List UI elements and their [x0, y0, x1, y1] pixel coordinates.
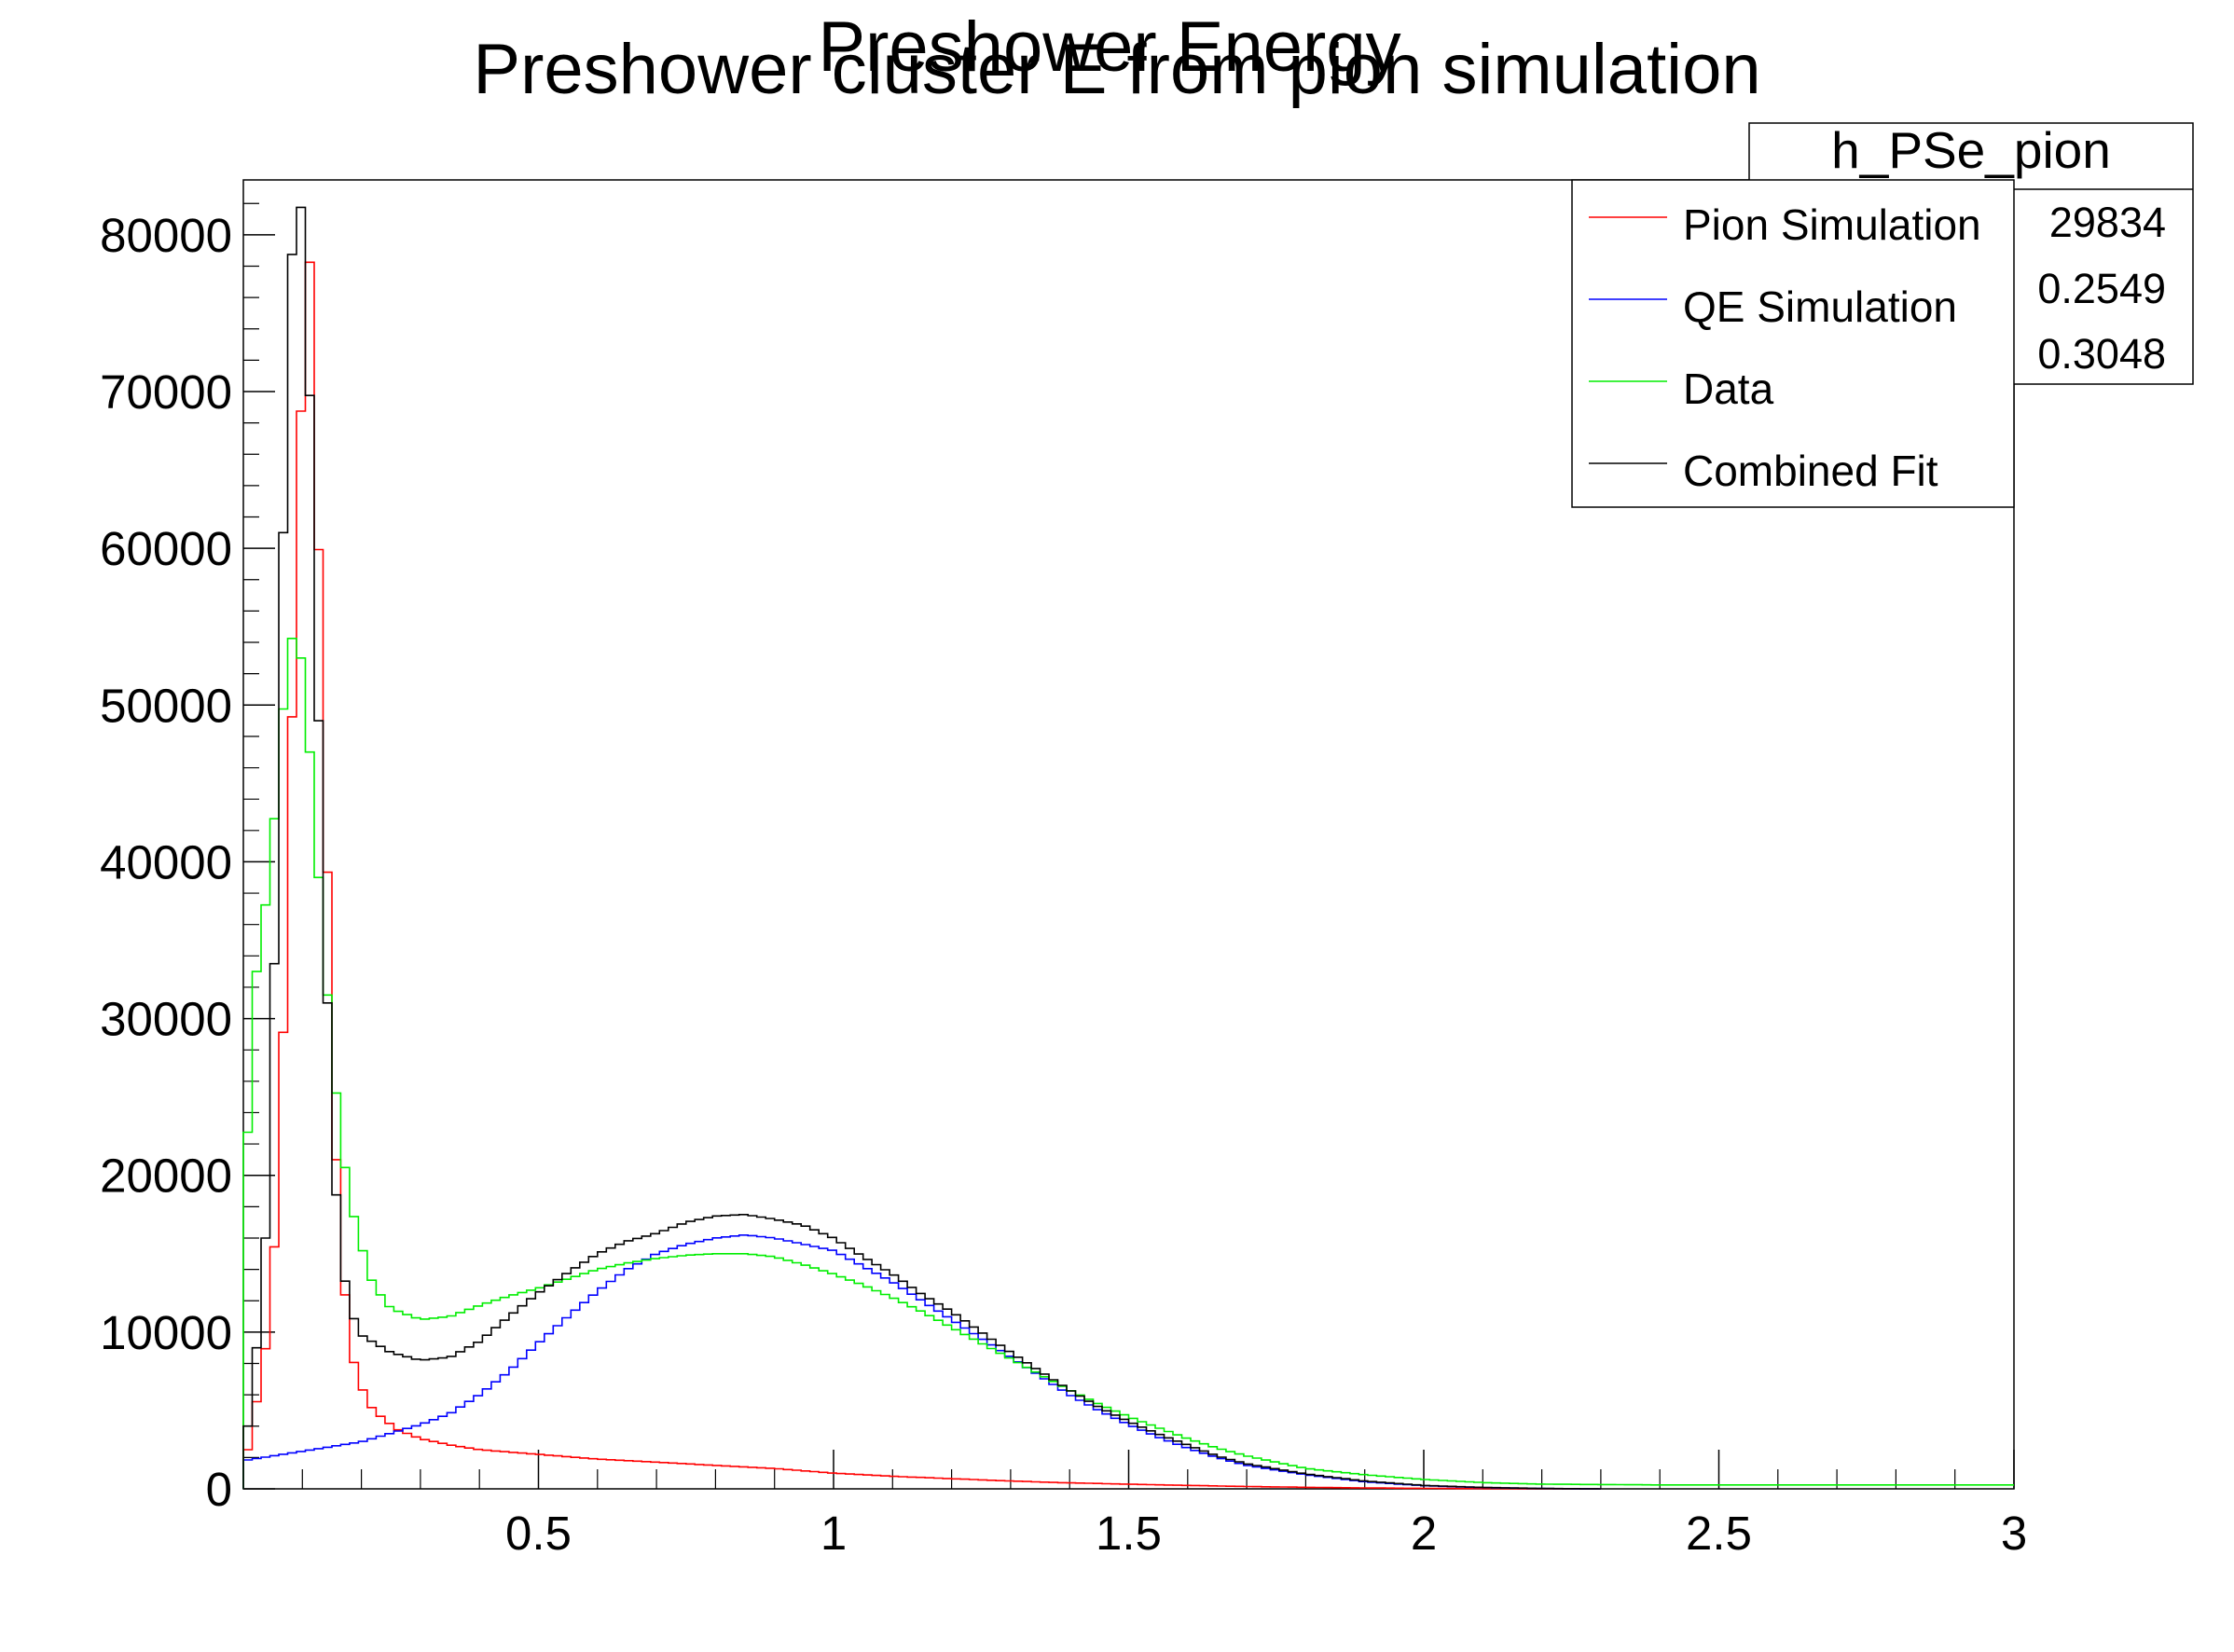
- series-data: [242, 638, 2014, 1489]
- x-tick-label: 3: [2001, 1507, 2027, 1560]
- y-axis: 0 10000 20000 30000 40000 50000 60000 70000 8000…: [100, 202, 275, 1516]
- y-tick-label: 30000: [100, 993, 232, 1046]
- y-tick-label: 80000: [100, 209, 232, 262]
- y-tick-label: 60000: [100, 522, 232, 575]
- y-tick-label: 40000: [100, 835, 232, 888]
- y-tick-label: 50000: [100, 679, 232, 732]
- series-qe-simulation: [242, 1234, 1601, 1490]
- y-tick-label: 20000: [100, 1150, 232, 1203]
- legend-label-qe: QE Simulation: [1683, 282, 1957, 331]
- chart-title: Preshower cluster E from pion simulation: [473, 30, 1760, 109]
- x-tick-label: 2.5: [1686, 1507, 1752, 1560]
- overlay-title: Preshower Energy: [818, 7, 1400, 87]
- legend-frame: [1571, 179, 2015, 508]
- x-tick-label: 1.5: [1096, 1507, 1162, 1560]
- x-tick-label: 0.5: [505, 1507, 572, 1560]
- stats-value-stddev: 0.3048: [2037, 330, 2166, 378]
- y-tick-label: 0: [206, 1463, 232, 1516]
- stats-value-mean: 0.2549: [2037, 265, 2166, 312]
- legend-label-combined: Combined Fit: [1683, 447, 1938, 495]
- stats-value-entries: 29834: [2049, 199, 2166, 246]
- legend: Pion Simulation QE Simulation Data Combi…: [1571, 179, 2015, 508]
- y-tick-label: 10000: [100, 1306, 232, 1359]
- series-layer: [242, 206, 2014, 1490]
- y-tick-label: 70000: [100, 365, 232, 419]
- series-combined-fit: [242, 206, 1601, 1490]
- x-tick-label: 1: [821, 1507, 847, 1560]
- legend-label-pion: Pion Simulation: [1683, 200, 1981, 249]
- legend-label-data: Data: [1683, 365, 1774, 413]
- x-tick-label: 2: [1411, 1507, 1437, 1560]
- series-pion-simulation: [242, 261, 1601, 1490]
- x-axis: 0.5 1 1.5 2 2.5 3: [301, 1450, 2027, 1560]
- stats-box-title: h_PSe_pion: [1831, 121, 2111, 179]
